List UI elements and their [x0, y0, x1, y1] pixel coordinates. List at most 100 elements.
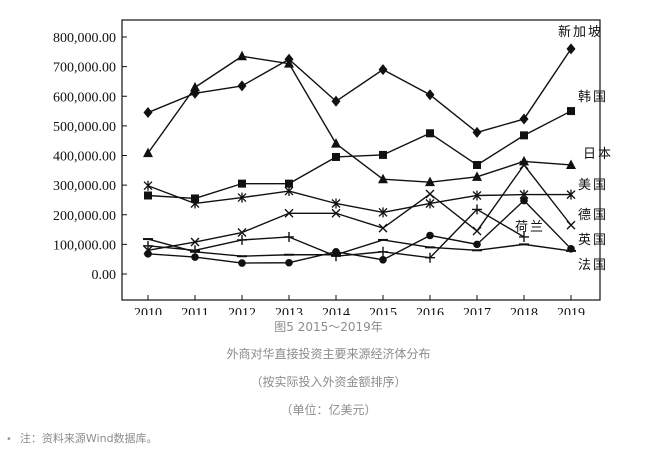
series-label: 法国: [578, 258, 608, 273]
data-point: [426, 129, 434, 138]
x-tick-label: 2018: [510, 306, 538, 315]
data-point: [331, 138, 341, 148]
data-point: [285, 258, 293, 267]
data-point: [332, 152, 340, 161]
series-line: [147, 185, 571, 214]
series-label: 美国: [578, 178, 608, 193]
data-point: [426, 231, 434, 240]
data-point: [425, 176, 435, 187]
series: [143, 43, 576, 138]
y-axis: 0.00 100,000.00 200,000.00 300,000.00 400,00…: [53, 31, 127, 283]
data-point: [378, 223, 388, 233]
data-point: [284, 208, 294, 218]
data-point: [143, 147, 153, 158]
data-point: [191, 253, 199, 261]
y-tick-label: 100,000.00: [53, 238, 116, 253]
series-label: 日本: [583, 147, 613, 162]
data-point: [331, 95, 341, 107]
y-tick-label: 0.00: [92, 268, 117, 283]
data-point: [472, 204, 482, 215]
series-line: [147, 199, 572, 264]
data-point: [378, 207, 388, 218]
x-tick-label: 2011: [181, 306, 208, 315]
line-chart: 0.00 100,000.00 200,000.00 300,000.00 400,00…: [53, 19, 613, 315]
x-tick-label: 2015: [369, 306, 397, 315]
source-note: • 注：资料来源Wind数据库。: [6, 430, 158, 446]
plot-frame: [121, 19, 601, 301]
data-point: [237, 50, 247, 61]
data-point: [238, 179, 246, 188]
series-label: 英国: [578, 233, 608, 248]
data-point: [566, 43, 576, 55]
y-tick-label: 400,000.00: [53, 150, 116, 165]
data-point: [190, 237, 200, 247]
data-point: [520, 196, 528, 205]
figure-title: 外商对华直接投资主要来源经济体分布: [226, 347, 431, 361]
series: [144, 107, 575, 203]
series-label: 荷兰: [515, 220, 545, 235]
bullet-icon: •: [6, 434, 12, 445]
data-point: [238, 259, 246, 267]
series-label: 德国: [578, 208, 608, 223]
x-axis: 2010 2011 2012 2013 2014 2015 2016 2017 2018 2019: [134, 295, 585, 315]
series: [143, 238, 576, 258]
data-point: [425, 198, 435, 209]
data-point: [520, 131, 528, 140]
data-point: [237, 234, 247, 245]
figure-number: 图5 2015～2019年: [274, 320, 383, 334]
source-note-text: 注：资料来源Wind数据库。: [19, 432, 158, 445]
data-point: [331, 198, 341, 209]
x-tick-label: 2012: [228, 306, 256, 315]
data-point: [237, 192, 247, 203]
y-tick-label: 300,000.00: [53, 179, 116, 194]
figure-unit: （单位：亿美元）: [280, 403, 377, 417]
data-point: [473, 160, 481, 169]
data-point: [144, 250, 152, 258]
data-point: [143, 240, 153, 251]
data-point: [284, 231, 294, 242]
data-point: [143, 180, 153, 191]
x-tick-label: 2014: [322, 306, 350, 315]
series: [143, 180, 576, 218]
y-tick-label: 800,000.00: [53, 31, 116, 46]
data-point: [566, 189, 576, 200]
series-line: [147, 110, 572, 200]
y-tick-label: 200,000.00: [53, 209, 116, 224]
data-point: [566, 159, 576, 169]
x-tick-label: 2013: [275, 306, 303, 315]
x-tick-label: 2017: [463, 306, 491, 315]
data-point: [425, 189, 435, 199]
figure-subtitle: （按实际投入外资金额排序）: [250, 375, 407, 389]
data-point: [567, 107, 575, 116]
data-point: [191, 194, 199, 203]
data-point: [284, 58, 294, 68]
data-point: [473, 240, 481, 249]
data-point: [566, 220, 576, 230]
data-point: [331, 208, 341, 218]
data-point: [379, 150, 387, 159]
data-point: [378, 64, 388, 76]
y-tick-label: 500,000.00: [53, 120, 116, 135]
x-tick-label: 2016: [416, 306, 444, 315]
data-point: [519, 231, 529, 242]
data-point: [379, 255, 387, 264]
data-point: [285, 179, 293, 188]
data-point: [425, 252, 435, 263]
data-point: [472, 226, 482, 236]
x-tick-label: 2019: [557, 306, 585, 315]
data-point: [143, 107, 153, 119]
data-point: [519, 113, 529, 125]
series-line: [147, 164, 572, 251]
data-point: [378, 246, 388, 257]
data-point: [284, 186, 294, 197]
y-tick-label: 600,000.00: [53, 90, 116, 105]
data-point: [378, 173, 388, 184]
data-point: [144, 191, 152, 200]
x-tick-label: 2010: [134, 306, 162, 315]
data-point: [425, 89, 435, 101]
series-line: [147, 55, 572, 183]
series-label: 新加坡: [558, 24, 603, 40]
series-label: 韩国: [578, 90, 608, 105]
data-point: [237, 228, 247, 238]
data-point: [190, 81, 200, 92]
